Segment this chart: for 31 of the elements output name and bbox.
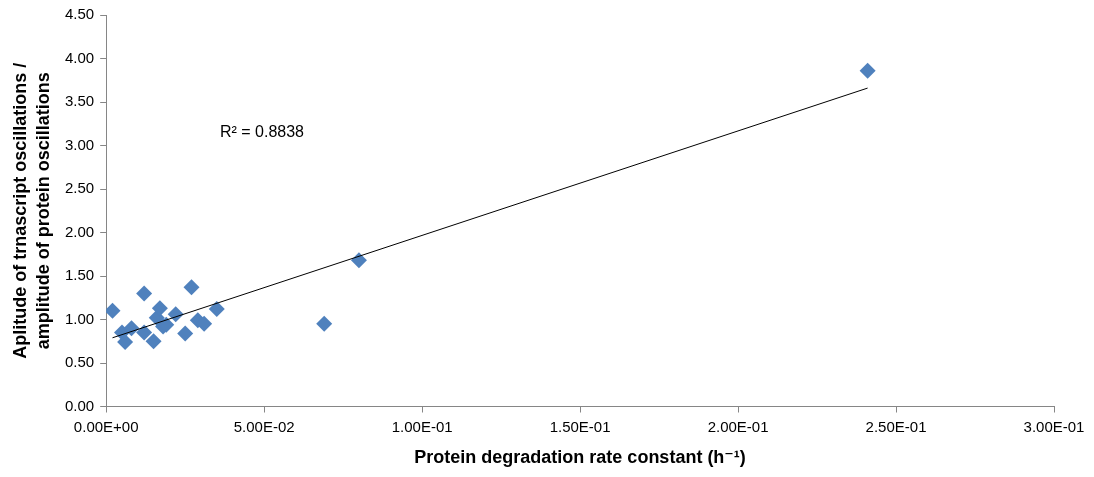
x-tick-label: 2.50E-01 (865, 417, 927, 435)
y-tick-label: 4.50 (64, 5, 95, 23)
point (177, 325, 194, 342)
y-tick-label: 3.50 (64, 92, 95, 110)
y-axis-title: Aplitude of trnascript oscillations / amplitude of protein oscillations (10, 62, 53, 359)
point (859, 62, 876, 79)
y-tick-label: 2.50 (64, 179, 95, 197)
point (117, 334, 134, 351)
y-tick-label: 3.00 (64, 135, 95, 153)
x-tick-label: 1.50E-01 (549, 417, 611, 435)
point (183, 279, 200, 296)
x-tick-label: 5.00E-02 (233, 417, 295, 435)
y-tick-label: 1.00 (64, 309, 95, 327)
x-axis-title: Protein degradation rate constant (h⁻¹) (414, 446, 746, 467)
point (316, 315, 333, 332)
x-tick-label: 3.00E-01 (1023, 417, 1085, 435)
x-tick-label: 0.00E+00 (73, 417, 139, 435)
annotation: R² = 0.8838 (219, 122, 305, 140)
point (151, 300, 168, 317)
point (136, 285, 153, 302)
point (208, 301, 225, 318)
y-tick-label: 1.50 (64, 266, 95, 284)
y-tick-label: 4.00 (64, 48, 95, 66)
x-tick-label: 1.00E-01 (391, 417, 453, 435)
point (136, 324, 153, 341)
y-tick-label: 0.50 (64, 353, 95, 371)
point (106, 302, 121, 319)
x-tick-label: 2.00E-01 (707, 417, 769, 435)
point (145, 333, 162, 350)
y-tick-label: 2.00 (64, 222, 95, 240)
y-tick-label: 0.00 (64, 396, 95, 414)
